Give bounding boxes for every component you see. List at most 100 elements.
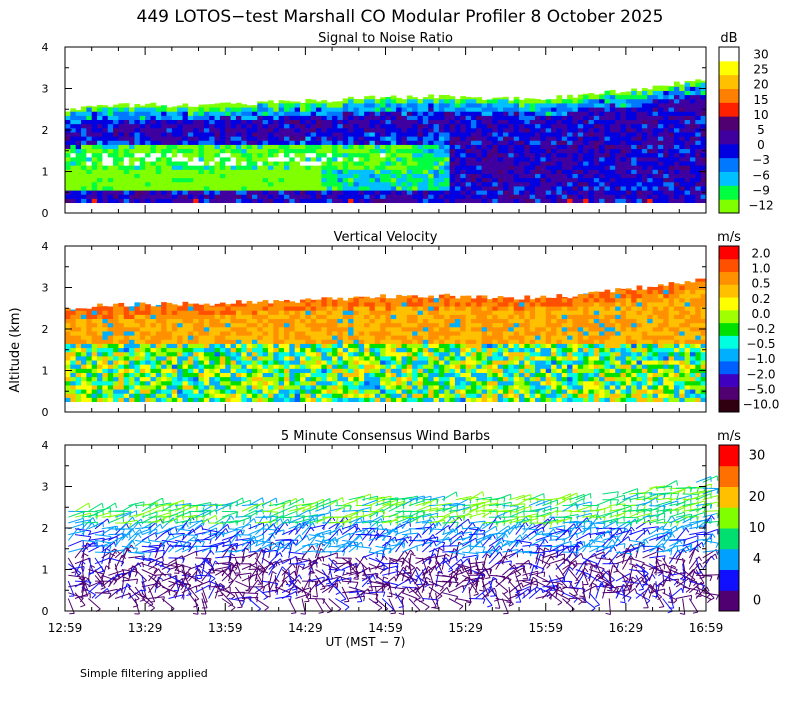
heatmap-cell [150, 153, 156, 158]
heatmap-cell [65, 364, 71, 369]
heatmap-cell [332, 331, 338, 336]
heatmap-cell [679, 149, 685, 154]
heatmap-cell [434, 381, 440, 386]
heatmap-cell [487, 190, 493, 195]
heatmap-cell [273, 327, 279, 332]
heatmap-cell [92, 186, 98, 191]
heatmap-cell [199, 111, 205, 116]
heatmap-cell [140, 385, 146, 390]
heatmap-cell [183, 161, 189, 166]
heatmap-cell [434, 356, 440, 361]
heatmap-cell [348, 115, 354, 120]
heatmap-cell [273, 120, 279, 125]
heatmap-cell [407, 178, 413, 183]
heatmap-cell [65, 352, 71, 357]
heatmap-cell [92, 368, 98, 373]
heatmap-cell [679, 132, 685, 137]
heatmap-cell [252, 140, 258, 145]
heatmap-cell [124, 389, 130, 394]
heatmap-cell [482, 165, 488, 170]
heatmap-cell [199, 174, 205, 179]
heatmap-cell [615, 124, 621, 129]
heatmap-cell [337, 327, 343, 332]
heatmap-cell [418, 335, 424, 340]
heatmap-cell [332, 182, 338, 187]
heatmap-cell [337, 352, 343, 357]
heatmap-cell [268, 306, 274, 311]
heatmap-cell [252, 136, 258, 141]
heatmap-cell [428, 153, 434, 158]
heatmap-cell [567, 198, 573, 203]
heatmap-cell [86, 344, 92, 349]
heatmap-cell [428, 393, 434, 398]
heatmap-cell [183, 198, 189, 203]
heatmap-cell [92, 377, 98, 382]
heatmap-cell [380, 348, 386, 353]
heatmap-cell [97, 397, 103, 402]
heatmap-cell [535, 99, 541, 103]
heatmap-cell [519, 140, 525, 145]
heatmap-cell [535, 178, 541, 183]
heatmap-cell [225, 310, 231, 315]
heatmap-cell [605, 115, 611, 120]
heatmap-cell [530, 140, 536, 145]
heatmap-cell [386, 302, 392, 307]
heatmap-cell [359, 145, 365, 150]
heatmap-cell [380, 323, 386, 328]
heatmap-cell [241, 165, 247, 170]
heatmap-cell [257, 174, 263, 179]
heatmap-cell [289, 115, 295, 120]
heatmap-cell [690, 194, 696, 199]
heatmap-cell [76, 368, 82, 373]
heatmap-cell [236, 182, 242, 187]
heatmap-cell [637, 95, 643, 100]
heatmap-cell [578, 145, 584, 150]
heatmap-cell [140, 319, 146, 324]
heatmap-cell [407, 314, 413, 319]
heatmap-cell [284, 310, 290, 315]
heatmap-cell [279, 339, 285, 344]
heatmap-cell [594, 115, 600, 120]
heatmap-cell [268, 111, 274, 116]
heatmap-cell [172, 165, 178, 170]
heatmap-cell [653, 111, 659, 116]
heatmap-cell [412, 335, 418, 340]
heatmap-cell [343, 306, 349, 311]
heatmap-cell [455, 182, 461, 187]
heatmap-cell [391, 198, 397, 203]
heatmap-cell [279, 397, 285, 402]
heatmap-cell [605, 182, 611, 187]
heatmap-cell [412, 124, 418, 129]
heatmap-cell [423, 314, 429, 319]
heatmap-cell [156, 314, 162, 319]
heatmap-cell [487, 132, 493, 137]
heatmap-cell [247, 149, 253, 154]
heatmap-cell [268, 360, 274, 365]
heatmap-cell [209, 348, 215, 353]
heatmap-cell [482, 115, 488, 120]
heatmap-cell [631, 157, 637, 162]
heatmap-cell [295, 339, 301, 344]
heatmap-cell [434, 302, 440, 307]
heatmap-cell [220, 132, 226, 137]
heatmap-cell [460, 128, 466, 133]
heatmap-cell [150, 335, 156, 340]
heatmap-cell [626, 91, 632, 95]
heatmap-cell [653, 198, 659, 203]
heatmap-cell [86, 335, 92, 340]
heatmap-cell [658, 111, 664, 116]
heatmap-cell [252, 174, 258, 179]
heatmap-cell [321, 377, 327, 382]
heatmap-cell [337, 111, 343, 116]
heatmap-cell [674, 120, 680, 125]
heatmap-cell [599, 169, 605, 174]
heatmap-cell [300, 132, 306, 137]
heatmap-cell [562, 136, 568, 141]
heatmap-cell [236, 331, 242, 336]
heatmap-cell [172, 120, 178, 125]
heatmap-cell [412, 165, 418, 170]
heatmap-cell [279, 377, 285, 382]
heatmap-cell [129, 136, 135, 141]
heatmap-cell [514, 111, 520, 116]
heatmap-cell [321, 373, 327, 378]
